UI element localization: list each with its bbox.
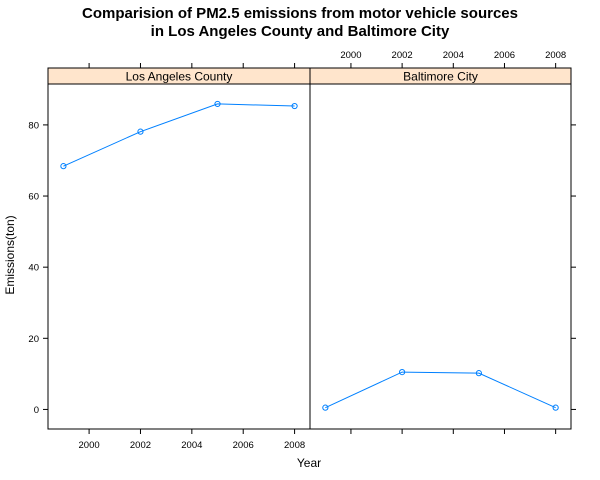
data-point bbox=[137, 128, 144, 135]
data-point bbox=[214, 100, 221, 108]
series-line bbox=[63, 103, 295, 167]
x-tick-label: 2002 bbox=[392, 50, 413, 61]
chart-title-line-1: Comparision of PM2.5 emissions from moto… bbox=[82, 5, 518, 22]
series-line bbox=[325, 371, 556, 409]
x-tick-label: 2002 bbox=[130, 440, 151, 451]
y-tick-label: 60 bbox=[28, 192, 39, 203]
data-point bbox=[322, 404, 329, 411]
data-point bbox=[60, 163, 67, 170]
data-point bbox=[399, 368, 406, 376]
x-tick-label: 2000 bbox=[340, 50, 361, 61]
x-tick-label: 2008 bbox=[545, 50, 566, 61]
panel-2: Baltimore City 2000 2002 2004 2006 2008 bbox=[309, 50, 576, 434]
panel-strip-label: Baltimore City bbox=[403, 70, 478, 84]
y-axis-label: Emissions(ton) bbox=[3, 215, 17, 294]
y-tick-label: 40 bbox=[28, 263, 39, 274]
data-point bbox=[291, 102, 298, 110]
x-tick-label: 2008 bbox=[284, 440, 305, 451]
panel-strip-label: Los Angeles County bbox=[126, 70, 233, 84]
data-point bbox=[552, 404, 559, 411]
chart-title-line-2: in Los Angeles County and Baltimore City bbox=[151, 23, 450, 40]
data-point bbox=[475, 370, 482, 377]
x-tick-label: 2004 bbox=[181, 440, 202, 451]
panel-frame bbox=[47, 83, 311, 430]
panel-frame bbox=[309, 83, 572, 430]
y-tick-label: 20 bbox=[28, 334, 39, 345]
y-tick-label: 80 bbox=[28, 120, 39, 131]
x-axis-label: Year bbox=[297, 456, 321, 470]
x-tick-label: 2006 bbox=[494, 50, 515, 61]
x-tick-label: 2006 bbox=[233, 440, 254, 451]
y-tick-label: 0 bbox=[34, 405, 39, 416]
x-tick-label: 2004 bbox=[443, 50, 464, 61]
x-tick-label: 2000 bbox=[79, 440, 100, 451]
